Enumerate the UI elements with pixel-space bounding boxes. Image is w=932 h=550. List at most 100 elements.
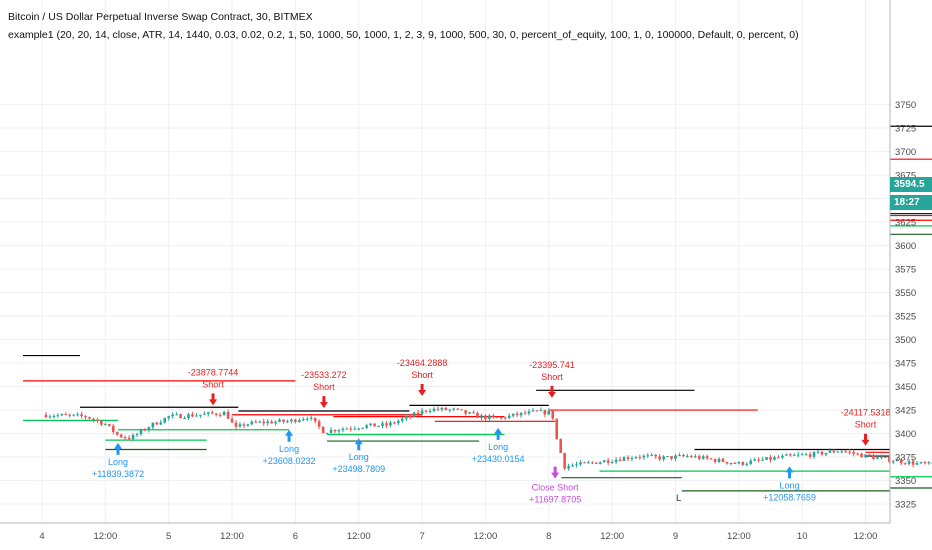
candle-body bbox=[111, 425, 115, 432]
candle-body bbox=[119, 434, 123, 438]
candle-body bbox=[618, 459, 622, 461]
candle-body bbox=[286, 421, 289, 423]
long-arrow-icon bbox=[785, 466, 794, 479]
candle-body bbox=[844, 451, 848, 453]
candle-body bbox=[836, 451, 840, 453]
candle-body bbox=[183, 418, 186, 420]
candle-body bbox=[428, 411, 432, 413]
signal-label: Long bbox=[279, 444, 299, 454]
signal-label: -23395.741 bbox=[529, 360, 575, 370]
signal-label: Short bbox=[855, 420, 877, 430]
y-tick-label: 3750 bbox=[895, 100, 916, 111]
long-arrow-icon bbox=[354, 438, 363, 451]
x-tick-label: 12:00 bbox=[93, 531, 117, 542]
candle-body bbox=[290, 419, 293, 422]
candle-body bbox=[195, 415, 198, 417]
y-tick-label: 3475 bbox=[895, 359, 916, 370]
candle-body bbox=[741, 461, 745, 465]
close-arrow-icon bbox=[551, 466, 560, 479]
candles bbox=[44, 406, 932, 471]
candle-body bbox=[749, 460, 753, 464]
long-arrow-icon bbox=[494, 427, 503, 440]
signal-long: Long +23430.0154 bbox=[472, 427, 525, 464]
candle-body bbox=[757, 459, 760, 461]
candle-body bbox=[143, 429, 147, 431]
candle-body bbox=[139, 429, 143, 435]
candle-body bbox=[840, 451, 844, 453]
candle-body bbox=[868, 454, 871, 456]
candle-body bbox=[416, 412, 420, 414]
candle-body bbox=[96, 419, 99, 421]
candle-body bbox=[773, 457, 776, 460]
candle-body bbox=[175, 414, 178, 416]
candle-body bbox=[895, 459, 899, 462]
candle-body bbox=[484, 415, 487, 419]
candle-body bbox=[539, 410, 543, 412]
signal-long: Long +23498.7809 bbox=[332, 438, 385, 474]
candle-body bbox=[911, 461, 915, 465]
bar-countdown-tag: 18:27 bbox=[890, 195, 932, 210]
short-arrow-icon bbox=[547, 385, 556, 398]
candle-body bbox=[579, 462, 582, 465]
candle-body bbox=[460, 409, 463, 411]
candle-body bbox=[571, 465, 574, 467]
signal-label: Short bbox=[411, 370, 433, 380]
candle-body bbox=[535, 410, 539, 412]
signal-close: Close Short +11697.8705 bbox=[529, 466, 581, 505]
candle-body bbox=[238, 424, 242, 427]
candle-body bbox=[432, 408, 436, 412]
candle-body bbox=[341, 428, 345, 431]
candle-body bbox=[56, 415, 60, 417]
candle-body bbox=[693, 456, 697, 458]
candle-body bbox=[884, 456, 887, 458]
signal-label: +12058.7659 bbox=[763, 492, 816, 502]
signal-short: -23878.7744 Short bbox=[188, 367, 238, 406]
candle-body bbox=[733, 463, 737, 465]
candle-body bbox=[543, 410, 547, 415]
candle-body bbox=[864, 454, 867, 458]
candle-body bbox=[258, 421, 262, 423]
candle-body bbox=[650, 454, 654, 456]
candle-body bbox=[218, 414, 222, 416]
candle-body bbox=[587, 462, 590, 464]
candle-body bbox=[923, 462, 927, 464]
candle-body bbox=[729, 463, 733, 465]
level-lines bbox=[22, 125, 932, 492]
candle-body bbox=[282, 419, 285, 422]
candle-body bbox=[187, 414, 190, 419]
candle-body bbox=[333, 429, 337, 432]
signal-long: Long +11839.3872 bbox=[92, 442, 144, 479]
candle-body bbox=[401, 418, 404, 421]
candle-body bbox=[472, 412, 475, 414]
y-tick-label: 3350 bbox=[895, 476, 916, 487]
candle-body bbox=[678, 455, 681, 457]
candle-body bbox=[262, 421, 266, 424]
candle-body bbox=[302, 419, 305, 421]
candle-body bbox=[856, 453, 859, 455]
candle-body bbox=[598, 462, 602, 464]
candle-body bbox=[630, 458, 634, 460]
candle-body bbox=[606, 460, 610, 463]
candle-body bbox=[575, 464, 578, 466]
signal-label: Long bbox=[488, 442, 508, 452]
candle-body bbox=[796, 454, 800, 456]
signal-short: -23464.2888 Short bbox=[397, 358, 447, 396]
candle-body bbox=[242, 424, 246, 426]
candle-body bbox=[888, 456, 891, 462]
grid-lines bbox=[0, 0, 890, 523]
candle-body bbox=[496, 416, 499, 418]
candle-body bbox=[412, 412, 416, 417]
candle-body bbox=[737, 461, 741, 464]
candle-body bbox=[769, 457, 772, 460]
y-tick-label: 3600 bbox=[895, 241, 916, 252]
candle-body bbox=[115, 431, 119, 435]
candle-body bbox=[88, 417, 91, 419]
y-tick-label: 3525 bbox=[895, 312, 916, 323]
trade-signals: Long +11839.3872 -23878.7744 Short Long +2360… bbox=[92, 358, 891, 505]
candle-body bbox=[151, 422, 155, 428]
candle-body bbox=[519, 412, 523, 416]
y-tick-label: 3450 bbox=[895, 382, 916, 393]
candle-body bbox=[167, 416, 170, 418]
candle-body bbox=[523, 412, 527, 414]
